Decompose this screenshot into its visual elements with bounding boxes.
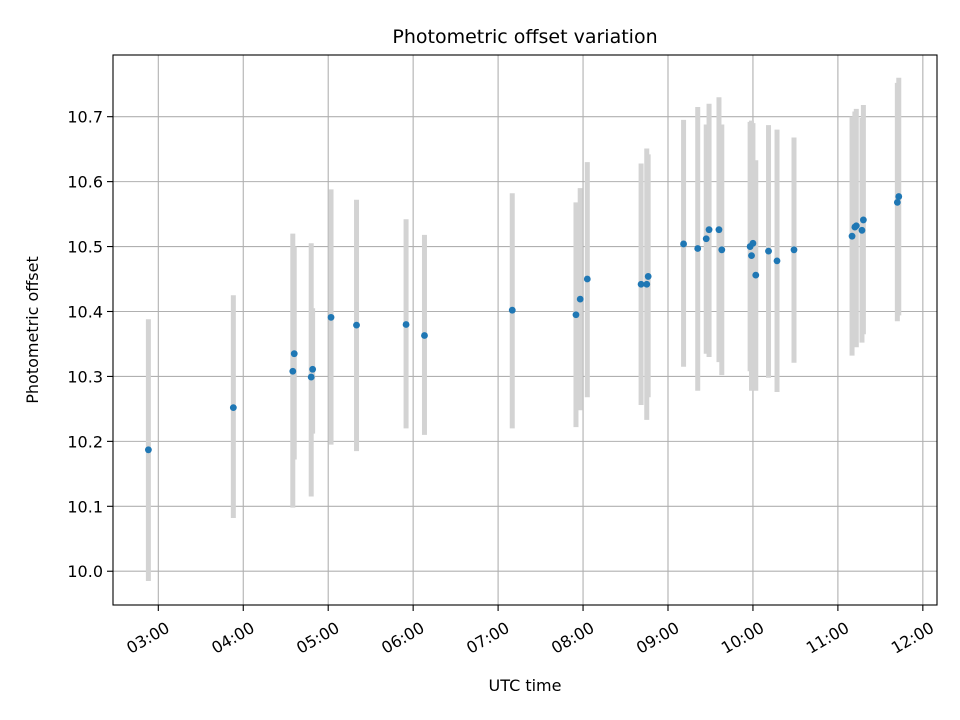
- data-point: [705, 226, 713, 234]
- x-tick-label: 10:00: [718, 618, 767, 658]
- grid-layer: [113, 55, 937, 605]
- data-point: [508, 306, 516, 314]
- data-point: [229, 404, 237, 411]
- data-point: [858, 226, 866, 234]
- x-tick-label: 08:00: [548, 618, 597, 658]
- data-point: [749, 239, 757, 247]
- data-point: [694, 245, 702, 252]
- chart-title: Photometric offset variation: [392, 26, 657, 48]
- data-point: [752, 271, 760, 279]
- data-point: [848, 232, 856, 240]
- x-axis: 03:00 04:00 05:00 06:00 07:00 08:00 09:00 10:00…: [123, 605, 937, 658]
- x-tick-label: 09:00: [633, 618, 682, 658]
- x-tick-label: 05:00: [293, 618, 342, 658]
- y-tick-label: 10.0: [67, 562, 103, 581]
- data-point: [702, 235, 710, 243]
- plot-frame: [112, 54, 938, 606]
- data-point: [715, 226, 723, 234]
- data-point: [859, 216, 867, 224]
- point-layer: [144, 193, 903, 454]
- data-point: [289, 367, 297, 375]
- data-point: [748, 252, 755, 260]
- data-point: [353, 321, 360, 329]
- y-tick-label: 10.1: [67, 497, 103, 516]
- data-point: [572, 311, 580, 319]
- data-point: [643, 280, 651, 288]
- x-tick-label: 04:00: [208, 618, 257, 658]
- y-tick-label: 10.6: [67, 173, 103, 192]
- data-point: [421, 332, 428, 339]
- y-axis-label: Photometric offset: [23, 256, 42, 404]
- data-point: [583, 275, 591, 283]
- x-tick-label: 11:00: [803, 618, 852, 658]
- data-point: [790, 246, 798, 254]
- data-point: [718, 246, 726, 254]
- y-axis: 10.0 10.1 10.2 10.3 10.4 10.5 10.6 10.7: [67, 108, 113, 581]
- errorbar-layer: [145, 77, 902, 581]
- data-point: [765, 247, 772, 255]
- data-point: [895, 193, 903, 200]
- x-tick-label: 06:00: [378, 618, 427, 658]
- x-tick-label: 03:00: [123, 618, 172, 658]
- data-point: [644, 273, 652, 280]
- data-point: [327, 313, 335, 321]
- data-point: [773, 257, 781, 265]
- data-point: [402, 321, 410, 328]
- y-tick-label: 10.3: [67, 367, 103, 386]
- x-axis-label: UTC time: [489, 676, 562, 695]
- y-tick-label: 10.2: [67, 432, 103, 451]
- data-point: [893, 199, 901, 206]
- data-point: [637, 280, 645, 288]
- y-tick-label: 10.7: [67, 108, 103, 127]
- data-point: [309, 365, 317, 373]
- data-point: [144, 446, 152, 454]
- y-tick-label: 10.4: [67, 302, 103, 321]
- data-point: [680, 240, 687, 248]
- data-point: [852, 222, 860, 230]
- y-tick-label: 10.5: [67, 238, 103, 257]
- data-point: [290, 350, 298, 358]
- data-point: [576, 295, 584, 303]
- data-point: [307, 373, 315, 381]
- x-tick-label: 07:00: [463, 618, 512, 658]
- x-tick-label: 12:00: [888, 618, 937, 658]
